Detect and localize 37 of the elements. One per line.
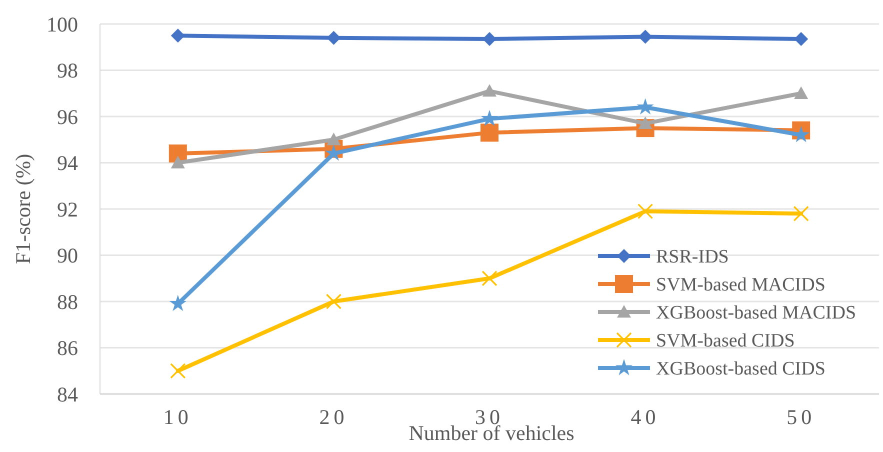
y-tick-label: 96 (57, 104, 78, 129)
point (170, 363, 186, 379)
point (482, 32, 496, 46)
point (326, 30, 341, 45)
legend-label: XGBoost-based MACIDS (656, 302, 856, 324)
legend-label: SVM-based MACIDS (656, 274, 826, 296)
y-tick-label: 88 (57, 290, 78, 314)
legend-label: SVM-based CIDS (656, 330, 795, 352)
y-tick-label: 86 (57, 336, 78, 360)
point (326, 132, 341, 146)
point (636, 98, 654, 114)
point (480, 124, 498, 142)
legend-label: RSR-IDS (656, 246, 729, 268)
x-tick-label: 50 (786, 405, 816, 429)
y-tick-label: 100 (46, 12, 78, 36)
y-tick-label: 98 (57, 58, 78, 83)
x-tick-label: 20 (319, 405, 348, 429)
point (482, 84, 496, 97)
x-tick-label: 40 (630, 405, 660, 429)
point (638, 30, 652, 44)
point (326, 294, 342, 310)
point (793, 206, 809, 222)
point (482, 270, 498, 286)
point (794, 86, 808, 99)
point (170, 156, 185, 168)
point (170, 28, 185, 43)
point (480, 110, 498, 126)
y-axis-title: F1-score (%) (11, 154, 35, 264)
point (638, 204, 654, 220)
legend-label: XGBoost-based CIDS (656, 358, 826, 380)
y-tick-label: 90 (57, 244, 78, 268)
point (169, 294, 186, 312)
y-tick-label: 94 (57, 151, 78, 176)
y-tick-label: 92 (57, 197, 78, 222)
y-tick-label: 84 (57, 382, 78, 406)
point (794, 32, 808, 46)
x-tick-label: 10 (163, 405, 192, 429)
